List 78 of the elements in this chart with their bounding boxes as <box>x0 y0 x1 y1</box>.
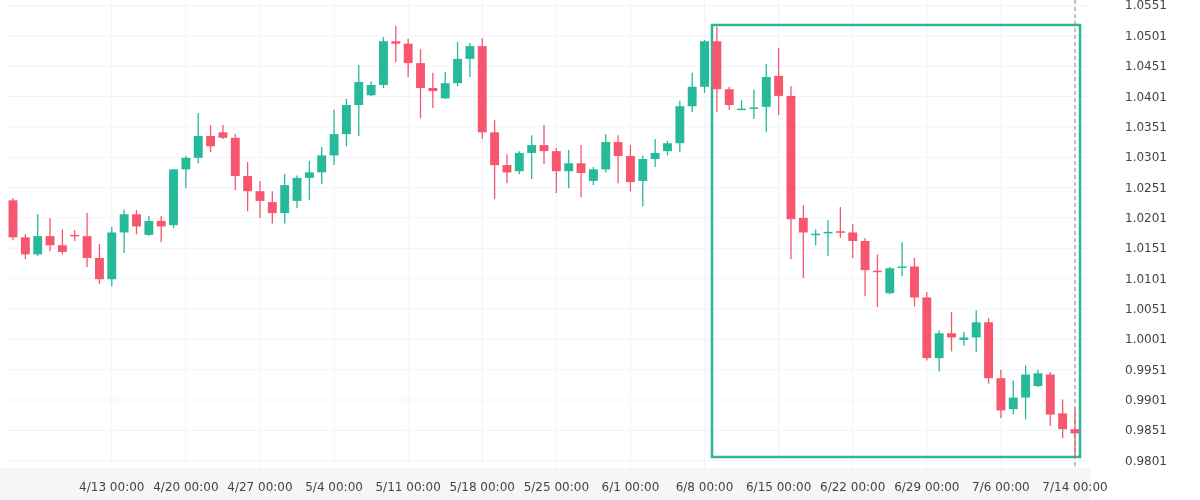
candlestick <box>465 42 475 78</box>
candlestick <box>20 233 30 260</box>
x-tick-label: 6/1 00:00 <box>601 480 660 494</box>
y-tick-label: 0.9951 <box>1125 362 1167 377</box>
y-tick-label: 1.0501 <box>1125 28 1167 43</box>
y-tick-label: 1.0001 <box>1125 332 1167 347</box>
candlestick <box>57 228 67 255</box>
candlestick <box>959 331 969 347</box>
candlestick <box>687 72 697 113</box>
candlestick <box>947 311 956 353</box>
candlestick <box>354 64 364 137</box>
candlestick <box>440 71 450 100</box>
x-tick-label: 4/13 00:00 <box>79 480 145 494</box>
candlestick <box>132 209 141 235</box>
candlestick <box>564 149 574 189</box>
candlestick <box>428 72 438 109</box>
x-tick-label: 4/20 00:00 <box>153 480 219 494</box>
candlestick <box>798 204 808 279</box>
y-tick-label: 1.0201 <box>1125 210 1167 225</box>
x-tick-label: 5/25 00:00 <box>523 480 590 494</box>
y-tick-label: 1.0451 <box>1125 59 1167 74</box>
candlestick <box>1021 364 1031 421</box>
y-tick-label: 0.9801 <box>1125 453 1167 468</box>
candlestick <box>774 47 784 116</box>
y-tick-label: 1.0251 <box>1125 180 1167 195</box>
candlestick <box>317 146 327 185</box>
candlestick <box>33 213 43 257</box>
candlestick <box>650 138 660 168</box>
candlestick <box>749 89 759 120</box>
candlestick <box>514 150 524 175</box>
candlestick <box>119 208 129 254</box>
candlestick <box>1058 398 1068 439</box>
x-tick-label: 6/15 00:00 <box>745 480 812 494</box>
y-tick-label: 0.9901 <box>1125 393 1167 408</box>
candlestick <box>292 174 302 209</box>
x-tick-label: 7/14 00:00 <box>1042 480 1108 494</box>
candlestick <box>724 86 734 111</box>
candlestick <box>527 134 537 180</box>
candlestick <box>181 155 191 189</box>
candlestick <box>971 309 981 353</box>
candlestick <box>193 112 203 164</box>
y-tick-label: 1.0101 <box>1125 271 1167 286</box>
candlestick <box>835 206 845 239</box>
x-tick-label: 7/6 00:00 <box>972 480 1030 494</box>
candlestick <box>848 223 858 259</box>
x-tick-label: 5/18 00:00 <box>449 480 515 494</box>
y-tick-label: 1.0301 <box>1125 150 1167 165</box>
x-tick-label: 6/22 00:00 <box>820 480 886 494</box>
candlestick <box>156 215 166 243</box>
y-tick-label: 1.0551 <box>1125 0 1167 13</box>
candlestick <box>329 109 339 166</box>
y-tick-label: 1.0051 <box>1125 301 1167 316</box>
candlestick <box>638 154 648 208</box>
candlestick <box>1008 379 1018 416</box>
candlestick <box>267 190 277 225</box>
candlestick <box>403 38 413 78</box>
candlestick <box>82 212 92 268</box>
candlestick <box>243 161 253 212</box>
y-tick-label: 1.0351 <box>1125 119 1167 134</box>
x-tick-label: 5/4 00:00 <box>305 480 363 494</box>
candlestick <box>613 134 623 184</box>
candlestick <box>897 241 907 277</box>
candlestick <box>588 166 598 186</box>
y-tick-label: 1.0401 <box>1125 89 1167 104</box>
candlestick <box>144 215 154 237</box>
x-tick-label: 5/11 00:00 <box>375 480 441 494</box>
x-tick-label: 4/27 00:00 <box>227 480 293 494</box>
x-tick-label: 6/8 00:00 <box>675 480 734 494</box>
x-tick-label: 6/29 00:00 <box>894 480 960 494</box>
candlestick <box>255 180 265 219</box>
candlestick <box>576 144 586 198</box>
candlestick <box>304 160 314 201</box>
candlestick <box>391 25 401 63</box>
candlestick <box>95 243 104 285</box>
candlestick <box>206 124 216 154</box>
candlestick <box>551 147 561 194</box>
y-tick-label: 0.9851 <box>1125 423 1167 438</box>
y-tick-label: 1.0151 <box>1125 241 1167 256</box>
